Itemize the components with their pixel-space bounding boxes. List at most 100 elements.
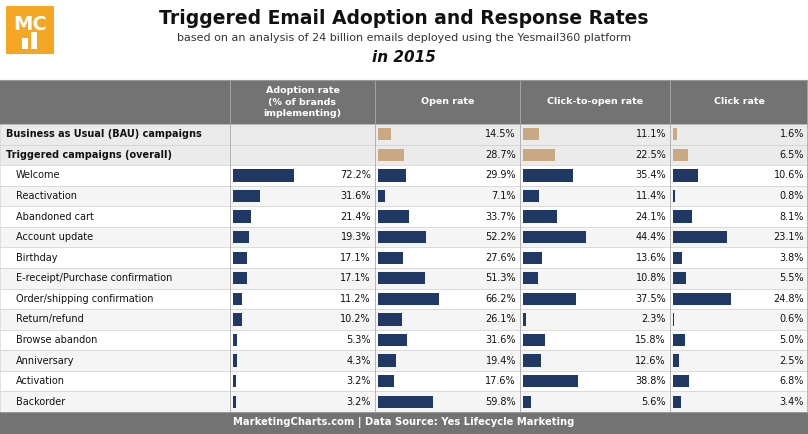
Text: Triggered Email Adoption and Response Rates: Triggered Email Adoption and Response Ra… [159, 9, 649, 27]
Text: E-receipt/Purchase confirmation: E-receipt/Purchase confirmation [16, 273, 172, 283]
Text: 11.2%: 11.2% [340, 294, 371, 304]
Text: 14.5%: 14.5% [486, 129, 516, 139]
FancyBboxPatch shape [523, 375, 578, 387]
Text: 1.6%: 1.6% [780, 129, 804, 139]
Text: 3.8%: 3.8% [780, 253, 804, 263]
Text: Click rate: Click rate [713, 98, 764, 106]
Text: 10.8%: 10.8% [636, 273, 666, 283]
FancyBboxPatch shape [673, 355, 679, 367]
Text: 3.2%: 3.2% [347, 397, 371, 407]
Text: 27.6%: 27.6% [486, 253, 516, 263]
Text: Business as Usual (BAU) campaigns: Business as Usual (BAU) campaigns [6, 129, 202, 139]
Text: 26.1%: 26.1% [486, 314, 516, 325]
FancyBboxPatch shape [378, 149, 404, 161]
FancyBboxPatch shape [378, 395, 433, 408]
FancyBboxPatch shape [0, 391, 808, 412]
Text: 3.2%: 3.2% [347, 376, 371, 386]
FancyBboxPatch shape [0, 412, 808, 434]
Text: 38.8%: 38.8% [636, 376, 666, 386]
FancyBboxPatch shape [673, 128, 677, 141]
Text: 10.2%: 10.2% [340, 314, 371, 325]
FancyBboxPatch shape [233, 272, 247, 284]
FancyBboxPatch shape [673, 231, 727, 243]
FancyBboxPatch shape [523, 231, 586, 243]
FancyBboxPatch shape [673, 334, 684, 346]
Text: Reactivation: Reactivation [16, 191, 77, 201]
FancyBboxPatch shape [523, 355, 541, 367]
FancyBboxPatch shape [233, 313, 242, 326]
FancyBboxPatch shape [673, 313, 675, 326]
Text: 17.6%: 17.6% [486, 376, 516, 386]
FancyBboxPatch shape [0, 227, 808, 247]
Text: 6.5%: 6.5% [780, 150, 804, 160]
FancyBboxPatch shape [523, 395, 531, 408]
Text: 4.3%: 4.3% [347, 355, 371, 365]
FancyBboxPatch shape [233, 375, 236, 387]
FancyBboxPatch shape [378, 210, 409, 223]
Text: 0.8%: 0.8% [780, 191, 804, 201]
FancyBboxPatch shape [673, 252, 682, 264]
Text: Account update: Account update [16, 232, 93, 242]
Text: 13.6%: 13.6% [636, 253, 666, 263]
FancyBboxPatch shape [233, 169, 294, 181]
Text: Adoption rate
(% of brands
implementing): Adoption rate (% of brands implementing) [263, 86, 342, 118]
FancyBboxPatch shape [523, 334, 545, 346]
Text: 12.6%: 12.6% [635, 355, 666, 365]
Text: 5.3%: 5.3% [347, 335, 371, 345]
FancyBboxPatch shape [378, 272, 425, 284]
FancyBboxPatch shape [523, 190, 539, 202]
Text: Abandoned cart: Abandoned cart [16, 211, 94, 222]
Text: 11.4%: 11.4% [636, 191, 666, 201]
Text: 52.2%: 52.2% [485, 232, 516, 242]
FancyBboxPatch shape [233, 334, 238, 346]
Text: 17.1%: 17.1% [340, 253, 371, 263]
Text: 51.3%: 51.3% [486, 273, 516, 283]
Text: 24.8%: 24.8% [773, 294, 804, 304]
Text: Welcome: Welcome [16, 171, 61, 181]
FancyBboxPatch shape [673, 210, 692, 223]
Text: 2.5%: 2.5% [780, 355, 804, 365]
Text: 11.1%: 11.1% [636, 129, 666, 139]
FancyBboxPatch shape [233, 190, 259, 202]
Text: 28.7%: 28.7% [486, 150, 516, 160]
Text: Birthday: Birthday [16, 253, 57, 263]
Text: Backorder: Backorder [16, 397, 65, 407]
FancyBboxPatch shape [673, 169, 698, 181]
FancyBboxPatch shape [0, 247, 808, 268]
FancyBboxPatch shape [523, 272, 538, 284]
FancyBboxPatch shape [31, 32, 37, 49]
Text: 2.3%: 2.3% [642, 314, 666, 325]
FancyBboxPatch shape [523, 252, 542, 264]
FancyBboxPatch shape [378, 128, 391, 141]
Text: Order/shipping confirmation: Order/shipping confirmation [16, 294, 154, 304]
FancyBboxPatch shape [233, 293, 242, 305]
Text: 24.1%: 24.1% [635, 211, 666, 222]
Text: 22.5%: 22.5% [635, 150, 666, 160]
Text: 10.6%: 10.6% [773, 171, 804, 181]
FancyBboxPatch shape [673, 395, 681, 408]
FancyBboxPatch shape [378, 334, 407, 346]
FancyBboxPatch shape [0, 350, 808, 371]
Text: Click-to-open rate: Click-to-open rate [547, 98, 643, 106]
Text: 72.2%: 72.2% [340, 171, 371, 181]
Text: 29.9%: 29.9% [486, 171, 516, 181]
Text: 44.4%: 44.4% [636, 232, 666, 242]
Text: Activation: Activation [16, 376, 65, 386]
Text: Triggered campaigns (overall): Triggered campaigns (overall) [6, 150, 172, 160]
FancyBboxPatch shape [673, 190, 675, 202]
FancyBboxPatch shape [378, 355, 396, 367]
FancyBboxPatch shape [523, 210, 558, 223]
Text: 17.1%: 17.1% [340, 273, 371, 283]
Text: 37.5%: 37.5% [635, 294, 666, 304]
FancyBboxPatch shape [22, 39, 28, 49]
FancyBboxPatch shape [673, 375, 689, 387]
FancyBboxPatch shape [0, 80, 808, 124]
Text: 31.6%: 31.6% [486, 335, 516, 345]
FancyBboxPatch shape [0, 309, 808, 330]
FancyBboxPatch shape [0, 371, 808, 391]
Text: 31.6%: 31.6% [340, 191, 371, 201]
Text: 66.2%: 66.2% [486, 294, 516, 304]
Text: 5.0%: 5.0% [780, 335, 804, 345]
Text: Browse abandon: Browse abandon [16, 335, 98, 345]
Text: 21.4%: 21.4% [340, 211, 371, 222]
